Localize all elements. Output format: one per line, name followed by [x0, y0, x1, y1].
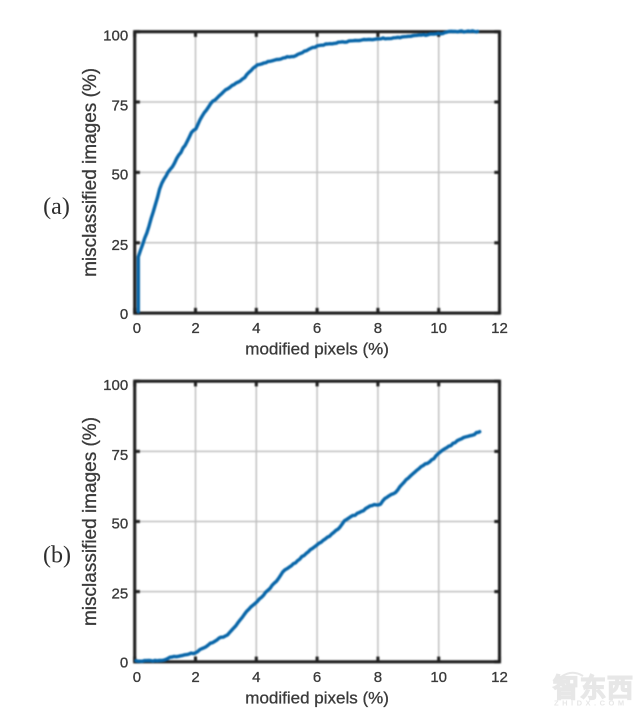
svg-text:misclassified images (%): misclassified images (%): [80, 417, 101, 626]
svg-text:8: 8: [374, 320, 382, 337]
svg-text:2: 2: [191, 669, 199, 686]
svg-text:8: 8: [374, 669, 382, 686]
svg-text:75: 75: [112, 97, 129, 114]
svg-text:misclassified images (%): misclassified images (%): [80, 68, 101, 277]
svg-text:0: 0: [120, 306, 128, 323]
svg-text:6: 6: [313, 669, 321, 686]
svg-text:100: 100: [103, 27, 128, 44]
svg-text:(b): (b): [43, 543, 71, 569]
svg-text:(a): (a): [43, 194, 70, 220]
svg-text:75: 75: [112, 447, 129, 464]
svg-text:modified pixels (%): modified pixels (%): [245, 688, 389, 707]
svg-text:12: 12: [491, 320, 508, 337]
svg-text:25: 25: [112, 586, 129, 603]
svg-text:12: 12: [491, 669, 508, 686]
svg-text:0: 0: [133, 669, 141, 686]
svg-text:10: 10: [430, 669, 447, 686]
svg-text:50: 50: [112, 516, 129, 533]
svg-text:智东西: 智东西: [553, 673, 634, 703]
svg-text:0: 0: [133, 320, 141, 337]
svg-text:100: 100: [103, 377, 128, 394]
svg-text:25: 25: [112, 237, 129, 254]
svg-text:4: 4: [252, 320, 260, 337]
svg-text:10: 10: [430, 320, 447, 337]
svg-text:ZHIDX.COM: ZHIDX.COM: [554, 699, 628, 708]
svg-text:6: 6: [313, 320, 321, 337]
svg-text:0: 0: [120, 655, 128, 672]
svg-text:4: 4: [252, 669, 260, 686]
svg-text:modified pixels (%): modified pixels (%): [245, 340, 389, 359]
svg-text:2: 2: [191, 320, 199, 337]
svg-text:50: 50: [112, 166, 129, 183]
